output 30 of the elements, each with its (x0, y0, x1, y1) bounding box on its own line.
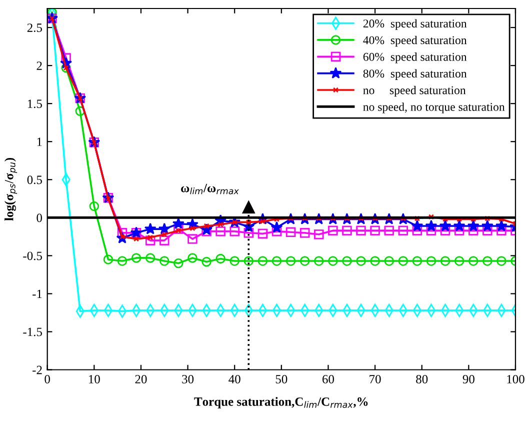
y-tick-label: 2 (36, 62, 42, 70)
x-tick-label: 70 (370, 374, 381, 384)
y-tick-label: 0 (36, 214, 42, 222)
y-tick-label: 0.5 (27, 176, 42, 184)
x-tick-label: 40 (228, 374, 240, 384)
x-tick-label: 60 (322, 374, 334, 384)
x-tick-label: 80 (416, 374, 428, 384)
y-tick-label: 1 (37, 138, 42, 146)
x-tick-label: 90 (462, 374, 474, 384)
y-tick-label: 2.5 (27, 24, 42, 32)
legend-label: 20% speed saturation (363, 19, 467, 30)
x-axis-title: Torque saturation,C$_{lim}$/C$_{rmax}$,% (194, 397, 368, 408)
y-axis-title: log(σ$_{ps}$/σ$_{pu}$) (4, 158, 18, 221)
legend-label: no speed, no torque saturation (363, 102, 505, 114)
x-tick-label: 10 (89, 374, 100, 384)
y-tick-label: -0.5 (23, 252, 42, 260)
x-tick-label: 20 (135, 374, 147, 384)
x-tick-label: 50 (276, 374, 288, 384)
x-tick-label: 30 (182, 374, 194, 384)
y-tick-label: 1.5 (28, 100, 42, 108)
ref-line-label: ω$_{lim}$/ω$_{rmax}$ (181, 184, 239, 194)
x-tick-label: 0 (44, 374, 50, 384)
y-tick-label: -1 (32, 290, 42, 298)
legend-label: 60% speed saturation (363, 52, 467, 64)
y-tick-label: -2 (32, 366, 42, 374)
legend-label: 40% speed saturation (363, 36, 467, 47)
legend-label: 80% speed saturation (363, 69, 467, 80)
x-tick-label: 100 (507, 374, 524, 384)
legend-label: no speed saturation (363, 86, 466, 97)
y-tick-label: -1.5 (23, 328, 42, 336)
